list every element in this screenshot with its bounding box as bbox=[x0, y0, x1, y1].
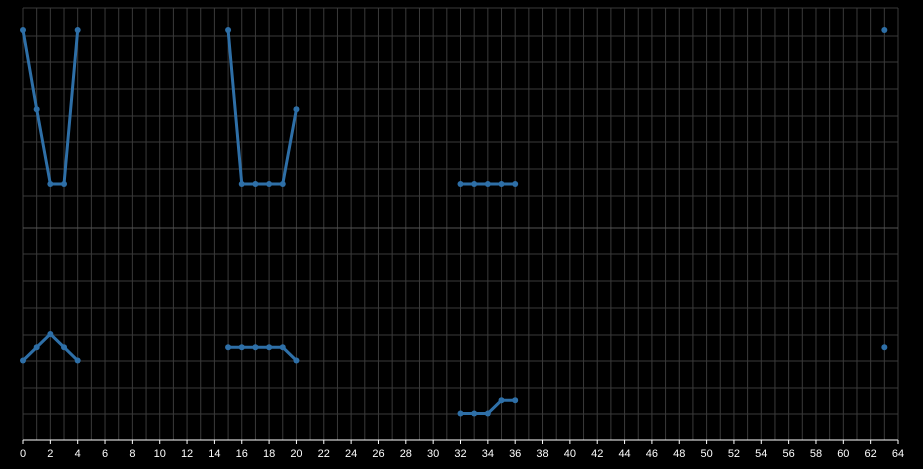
x-tick-label: 64 bbox=[892, 448, 904, 460]
x-tick-label: 2 bbox=[47, 448, 53, 460]
x-tick-label: 52 bbox=[728, 448, 740, 460]
x-tick-label: 30 bbox=[427, 448, 439, 460]
x-tick-label: 50 bbox=[700, 448, 712, 460]
x-tick-label: 44 bbox=[618, 448, 630, 460]
x-tick-label: 10 bbox=[154, 448, 166, 460]
data-point bbox=[47, 331, 54, 337]
data-point bbox=[881, 27, 888, 33]
data-point bbox=[498, 181, 505, 187]
data-point bbox=[33, 106, 40, 113]
grid bbox=[22, 7, 899, 441]
x-tick-label: 48 bbox=[673, 448, 685, 460]
x-tick-label: 36 bbox=[509, 448, 521, 460]
x-tick-label: 54 bbox=[755, 448, 767, 460]
data-point bbox=[293, 106, 300, 113]
data-point bbox=[252, 181, 259, 187]
x-tick-label: 58 bbox=[810, 448, 822, 460]
data-point bbox=[457, 410, 464, 417]
data-point bbox=[498, 397, 505, 404]
x-tick-label: 22 bbox=[318, 448, 330, 460]
data-point bbox=[238, 181, 245, 187]
x-tick-label: 24 bbox=[345, 448, 357, 460]
x-tick-label: 62 bbox=[865, 448, 877, 460]
x-tick-label: 60 bbox=[837, 448, 849, 460]
x-tick-label: 32 bbox=[454, 448, 466, 460]
data-point bbox=[279, 181, 286, 187]
x-tick-label: 4 bbox=[75, 448, 81, 460]
data-point bbox=[266, 181, 273, 187]
x-tick-label: 28 bbox=[400, 448, 412, 460]
data-point bbox=[252, 344, 259, 351]
data-point bbox=[471, 181, 478, 187]
data-point bbox=[61, 344, 68, 351]
bottom-panel bbox=[20, 331, 888, 417]
x-tick-label: 12 bbox=[181, 448, 193, 460]
data-point bbox=[20, 27, 26, 33]
data-point bbox=[881, 344, 888, 351]
data-point bbox=[293, 357, 300, 364]
x-tick-label: 14 bbox=[208, 448, 220, 460]
x-tick-label: 0 bbox=[20, 448, 26, 460]
x-tick-label: 34 bbox=[482, 448, 494, 460]
x-tick-label: 40 bbox=[564, 448, 576, 460]
x-tick-label: 20 bbox=[290, 448, 302, 460]
data-point bbox=[20, 357, 26, 364]
data-point bbox=[74, 357, 81, 364]
top-panel bbox=[20, 27, 888, 187]
data-point bbox=[225, 344, 232, 351]
x-tick-label: 56 bbox=[783, 448, 795, 460]
data-point bbox=[279, 344, 286, 351]
series-line bbox=[226, 345, 298, 362]
data-point bbox=[225, 27, 232, 33]
data-point bbox=[61, 181, 68, 187]
data-point bbox=[484, 410, 491, 417]
x-tick-label: 42 bbox=[591, 448, 603, 460]
data-point bbox=[266, 344, 273, 351]
data-point bbox=[47, 181, 54, 187]
data-point bbox=[512, 397, 519, 404]
x-axis: 0 2 4 6 8 10 12 14 16 18 20 22 24 26 28 30 32 34 36 38 40 42 4… bbox=[20, 439, 904, 460]
x-tick-label: 18 bbox=[263, 448, 275, 460]
x-tick-label: 6 bbox=[102, 448, 108, 460]
x-tick-label: 46 bbox=[646, 448, 658, 460]
x-tick-label: 8 bbox=[129, 448, 135, 460]
data-point bbox=[471, 410, 478, 417]
data-point bbox=[238, 344, 245, 351]
x-tick-label: 38 bbox=[536, 448, 548, 460]
data-point bbox=[484, 181, 491, 187]
x-tick-label: 16 bbox=[236, 448, 248, 460]
data-point bbox=[74, 27, 81, 33]
series-line bbox=[226, 28, 298, 186]
data-point bbox=[33, 344, 40, 351]
data-point bbox=[512, 181, 519, 187]
data-point bbox=[457, 181, 464, 187]
x-tick-label: 26 bbox=[372, 448, 384, 460]
